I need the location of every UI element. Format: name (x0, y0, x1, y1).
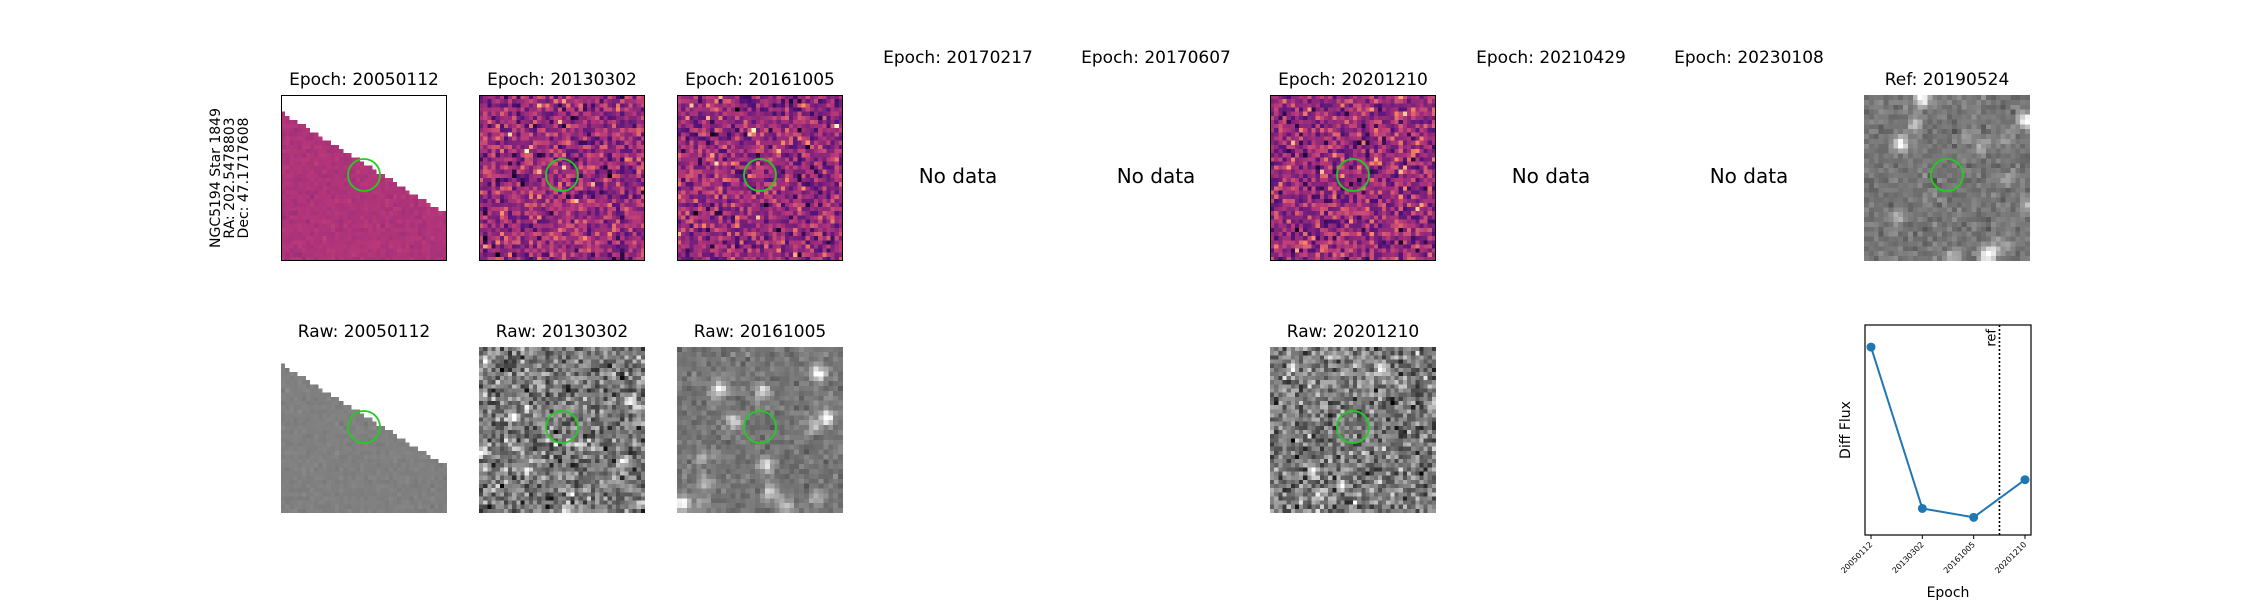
raw-image-20050112 (281, 347, 447, 513)
aperture-circle (1930, 158, 1964, 192)
plot-frame (1864, 324, 2032, 536)
aperture-circle (1336, 410, 1370, 444)
data-point (1969, 512, 1979, 522)
reference-line-label: ref (1984, 329, 1999, 347)
aperture-circle (545, 410, 579, 444)
target-dec: Dec: 47.1717608 (236, 117, 252, 239)
target-name: NGC5194 Star 1849 (208, 108, 224, 248)
no-data-20170217: No data (918, 164, 998, 188)
raw-title-1: Raw: 20050112 (297, 322, 431, 342)
raw-image-20161005 (677, 347, 843, 513)
ref-title: Ref: 20190524 (1884, 70, 2010, 90)
diff-image-20201210 (1270, 95, 1436, 261)
data-point (1866, 342, 1876, 352)
diff-image-20050112 (281, 95, 447, 261)
epoch-title-3: Epoch: 20161005 (685, 70, 835, 90)
no-data-20170607: No data (1116, 164, 1196, 188)
series-line (1870, 346, 2026, 519)
data-point (1917, 503, 1927, 513)
raw-image-20201210 (1270, 347, 1436, 513)
y-axis-label: Diff Flux (1838, 401, 1854, 459)
aperture-circle (545, 158, 579, 192)
epoch-title-6: Epoch: 20201210 (1278, 70, 1428, 90)
diff-image-20130302 (479, 95, 645, 261)
epoch-title-1: Epoch: 20050112 (289, 70, 439, 90)
epoch-title-4: Epoch: 20170217 (883, 48, 1033, 68)
x-tick-label: 20161005 (1942, 540, 1977, 575)
ref-image-20190524 (1864, 95, 2030, 261)
raw-title-2: Raw: 20130302 (495, 322, 629, 342)
data-point (2020, 475, 2030, 485)
aperture-circle (347, 410, 381, 444)
x-tick-label: 20050112 (1839, 540, 1874, 575)
diff-image-20161005 (677, 95, 843, 261)
target-ra: RA: 202.5478803 (222, 117, 238, 239)
aperture-circle (1336, 158, 1370, 192)
x-tick-label: 20201210 (1993, 540, 2028, 575)
aperture-circle (743, 158, 777, 192)
epoch-title-5: Epoch: 20170607 (1081, 48, 1231, 68)
no-data-20230108: No data (1709, 164, 1789, 188)
raw-title-3: Raw: 20161005 (693, 322, 827, 342)
x-tick-label: 20130302 (1891, 540, 1926, 575)
raw-title-4: Raw: 20201210 (1286, 322, 1420, 342)
x-axis-label: Epoch (1927, 585, 1970, 600)
epoch-title-7: Epoch: 20210429 (1476, 48, 1626, 68)
no-data-20210429: No data (1511, 164, 1591, 188)
epoch-title-8: Epoch: 20230108 (1674, 48, 1824, 68)
aperture-circle (743, 410, 777, 444)
epoch-title-2: Epoch: 20130302 (487, 70, 637, 90)
diff-flux-light-curve: ref 20050112 20130302 20161005 20201210 Epoch… (1838, 324, 2032, 600)
raw-image-20130302 (479, 347, 645, 513)
aperture-circle (347, 158, 381, 192)
